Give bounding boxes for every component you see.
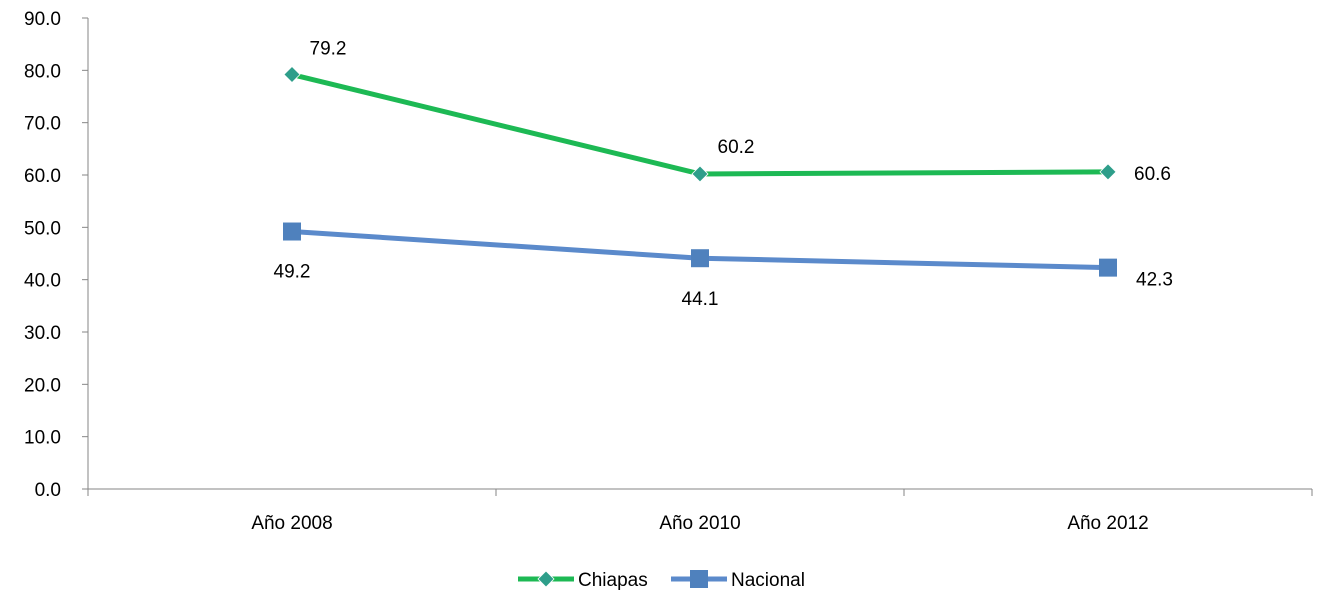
data-label-chiapas: 79.2 bbox=[310, 39, 347, 60]
y-tick-label: 60.0 bbox=[24, 166, 61, 187]
legend-item-chiapas: Chiapas bbox=[518, 570, 648, 591]
legend-label: Chiapas bbox=[578, 570, 648, 591]
data-label-nacional: 49.2 bbox=[274, 262, 311, 283]
y-tick-label: 90.0 bbox=[24, 9, 61, 30]
data-label-nacional: 42.3 bbox=[1136, 270, 1173, 291]
data-point-nacional bbox=[1099, 258, 1117, 277]
data-label-chiapas: 60.2 bbox=[718, 137, 755, 158]
data-label-nacional: 44.1 bbox=[682, 289, 719, 310]
y-tick-label: 70.0 bbox=[24, 114, 61, 135]
data-point-chiapas bbox=[283, 65, 301, 84]
y-tick-label: 0.0 bbox=[35, 480, 61, 501]
x-tick-label: Año 2008 bbox=[251, 513, 332, 534]
y-tick-label: 10.0 bbox=[24, 428, 61, 449]
x-tick-label: Año 2010 bbox=[659, 513, 740, 534]
data-label-chiapas: 60.6 bbox=[1134, 164, 1171, 185]
legend-swatch-marker bbox=[537, 570, 555, 588]
y-tick-label: 30.0 bbox=[24, 323, 61, 344]
legend-label: Nacional bbox=[731, 570, 805, 591]
data-point-nacional bbox=[283, 222, 301, 241]
legend-item-nacional: Nacional bbox=[671, 570, 805, 591]
series-line-chiapas bbox=[291, 72, 1109, 177]
y-tick-label: 80.0 bbox=[24, 61, 61, 82]
data-point-chiapas bbox=[1099, 163, 1117, 181]
y-tick-label: 40.0 bbox=[24, 271, 61, 292]
x-tick-label: Año 2012 bbox=[1067, 513, 1148, 534]
y-tick-label: 20.0 bbox=[24, 375, 61, 396]
y-tick-label: 50.0 bbox=[24, 218, 61, 239]
legend-swatch-marker bbox=[690, 570, 708, 588]
data-point-chiapas bbox=[691, 165, 709, 183]
data-point-nacional bbox=[691, 249, 709, 268]
